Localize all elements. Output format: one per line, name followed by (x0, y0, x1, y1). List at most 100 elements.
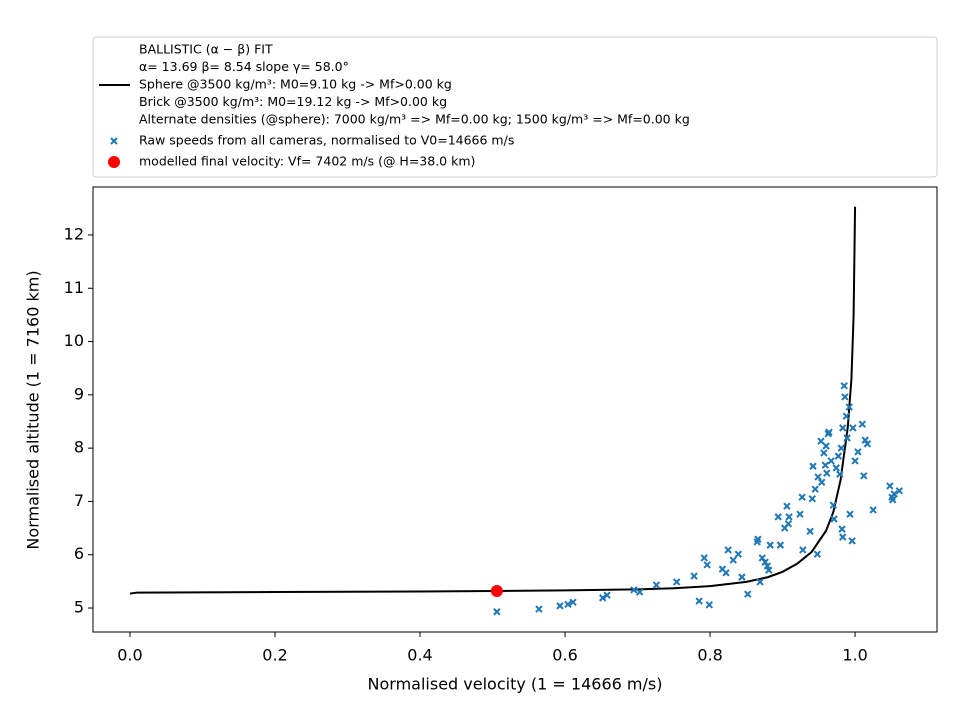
x-tick-label: 0.0 (117, 646, 142, 665)
y-tick-label: 8 (74, 438, 84, 457)
legend-label: Sphere @3500 kg/m³: M0=9.10 kg -> Mf>0.0… (139, 77, 452, 92)
scatter-point (672, 578, 681, 586)
scatter-point (858, 420, 867, 428)
y-tick-label: 9 (74, 384, 84, 403)
y-tick-label: 11 (64, 278, 84, 297)
scatter-point (799, 546, 807, 554)
scatter-point (849, 424, 857, 432)
plot (129, 206, 904, 616)
final-velocity-point (490, 584, 503, 597)
scatter-point (809, 462, 817, 470)
legend: BALLISTIC (α − β) FIT α= 13.69 β= 8.54 sl… (92, 36, 938, 178)
legend-label: Alternate densities (@sphere): 7000 kg/m… (139, 112, 690, 127)
scatter-point (783, 502, 791, 510)
scatter-point (808, 495, 816, 503)
scatter-point (860, 472, 868, 480)
scatter-point (535, 605, 543, 613)
x-axis-label: Normalised velocity (1 = 14666 m/s) (368, 675, 663, 694)
scatter-point (895, 487, 904, 495)
scatter-point (814, 473, 822, 481)
scatter-point (569, 598, 577, 606)
scatter-point (695, 597, 703, 605)
scatter-point (839, 533, 847, 541)
scatter-point (724, 546, 732, 554)
scatter-point (889, 496, 897, 504)
legend-label: α= 13.69 β= 8.54 slope γ= 58.0° (139, 59, 349, 74)
x-tick-label: 0.6 (552, 646, 577, 665)
scatter-point (854, 448, 862, 456)
scatter-point (821, 461, 830, 469)
scatter-point (827, 457, 835, 465)
scatter-point (796, 510, 804, 518)
legend-swatch (108, 156, 120, 168)
scatter-point (820, 449, 828, 457)
x-tick-label: 0.8 (697, 646, 722, 665)
scatter-point (848, 537, 856, 545)
x-tick-label: 1.0 (842, 646, 867, 665)
scatter-point (823, 469, 831, 477)
scatter-point (838, 525, 846, 533)
scatter-point (700, 554, 708, 562)
scatter-point (744, 590, 752, 598)
scatter-point (703, 561, 711, 569)
scatter-point (846, 510, 854, 518)
y-tick-label: 7 (74, 491, 84, 510)
scatter-point (636, 588, 644, 596)
scatter-point (830, 515, 838, 523)
scatter-point (863, 440, 872, 448)
scatter-point (843, 434, 851, 442)
scatter-point (756, 578, 764, 586)
scatter-point (784, 520, 793, 528)
scatter-point (765, 566, 773, 574)
scatter-point (845, 403, 853, 411)
scatter-point (825, 428, 833, 436)
scatter-point (776, 541, 785, 549)
scatter-point (811, 485, 819, 493)
scatter-point (493, 608, 501, 616)
scatter-point (886, 482, 894, 490)
scatter-point (722, 569, 730, 577)
scatter-point (851, 457, 859, 465)
scatter-point (836, 470, 844, 478)
scatter-point (603, 591, 611, 599)
scatter-point (869, 506, 877, 514)
scatter-point (599, 594, 607, 602)
scatter-point (754, 535, 762, 543)
scatter-point (705, 601, 714, 609)
scatter-point (840, 382, 848, 390)
scatter-point (761, 558, 769, 566)
scatter-point (652, 581, 661, 589)
y-tick-label: 12 (64, 224, 84, 243)
scatter-point (890, 490, 898, 498)
scatter-point (798, 493, 806, 501)
scatter-point (556, 602, 564, 610)
scatter-point (813, 550, 822, 558)
scatter-point (564, 600, 572, 608)
scatter-point (832, 464, 840, 472)
scatter-point (839, 424, 847, 432)
scatter-point (785, 513, 793, 521)
scatter-point (806, 527, 814, 535)
scatter-point (738, 573, 746, 581)
y-tick-label: 10 (64, 331, 84, 350)
scatter-point (690, 572, 698, 580)
scatter-point (861, 436, 869, 444)
scatter-point (729, 556, 737, 564)
x-tick-label: 0.2 (262, 646, 287, 665)
legend-label: Brick @3500 kg/m³: M0=19.12 kg -> Mf>0.0… (139, 94, 447, 109)
legend-box (92, 36, 938, 178)
y-axis-label: Normalised altitude (1 = 7160 km) (24, 270, 43, 549)
scatter-point (834, 452, 843, 460)
plot-frame (92, 186, 938, 633)
scatter-point (829, 501, 838, 509)
legend-swatch (110, 137, 118, 145)
fit-line (129, 206, 857, 595)
scatter-point (841, 393, 849, 401)
scatter-point (630, 586, 638, 594)
legend-label: BALLISTIC (α − β) FIT (139, 42, 273, 57)
scatter-point (766, 541, 774, 549)
scatter-point (818, 478, 826, 486)
y-tick-label: 5 (74, 598, 84, 617)
scatter-point (842, 412, 851, 420)
scatter-point (774, 513, 782, 521)
